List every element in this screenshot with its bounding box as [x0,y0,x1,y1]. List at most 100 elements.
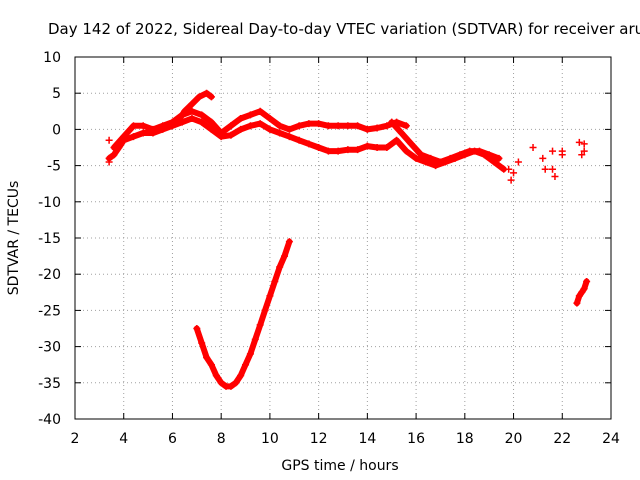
data-point-marker [266,125,274,133]
x-tick-label: 2 [71,431,80,447]
x-axis-label: GPS time / hours [281,458,398,474]
data-point-marker [334,147,342,155]
x-tick-label: 8 [217,431,226,447]
data-point-marker [188,100,196,108]
y-tick-label: -40 [38,412,61,428]
data-point-marker [549,147,557,155]
chart-title: Day 142 of 2022, Sidereal Day-to-day VTE… [48,20,640,38]
data-point-marker [285,133,293,141]
y-tick-label: -35 [38,376,61,392]
data-point-marker [217,133,225,141]
data-point-marker [203,353,211,361]
data-point-marker [120,136,128,144]
data-point-marker [580,147,588,155]
data-point-marker [285,125,293,133]
series-band [193,238,293,390]
axis-ticks: 2 4 6 8 10 12 14 16 18 20 22 24-40-35-30-25-20-15-1… [38,50,620,447]
data-point-marker [558,151,566,159]
data-point-marker [475,147,483,155]
y-tick-label: -5 [47,159,61,175]
data-point-marker [541,165,549,173]
series-scatter-sparse [105,136,588,184]
x-tick-label: 16 [407,431,425,447]
data-point-marker [232,379,240,387]
data-point-marker [575,292,583,300]
data-point-marker [583,277,591,285]
data-point-marker [485,151,493,159]
y-tick-label: 10 [43,50,61,66]
data-point-marker [551,172,559,180]
data-point-marker [578,288,586,296]
data-point-marker [514,158,522,166]
data-point-marker [266,115,274,123]
x-tick-label: 18 [456,431,474,447]
data-point-marker [276,129,284,137]
data-point-marker [271,277,279,285]
data-point-marker [305,140,313,148]
data-point-marker [507,176,515,184]
data-point-marker [580,140,588,148]
data-point-marker [402,122,410,130]
data-point-marker [266,292,274,300]
series-track-late [573,277,591,307]
y-tick-label: -25 [38,303,61,319]
y-axis-label: SDTVAR / TECUs [6,181,22,296]
data-point-marker [173,118,181,126]
data-point-marker [295,136,303,144]
data-point-marker [446,154,454,162]
data-point-marker [168,122,176,130]
y-tick-label: -30 [38,340,61,356]
data-point-marker [195,93,203,101]
data-point-marker [383,144,391,151]
data-point-marker [407,140,415,148]
data-point-marker [393,136,401,144]
data-point-marker [315,144,323,151]
series-track-declining [388,118,503,166]
data-point-marker [285,238,293,246]
data-point-marker [334,122,342,130]
data-point-marker [246,350,254,358]
data-point-marker [193,325,201,332]
data-point-marker [427,154,435,162]
y-tick-label: -15 [38,231,61,247]
x-tick-label: 6 [168,431,177,447]
data-point-marker [212,372,220,380]
series-track-valley [193,238,293,390]
x-tick-label: 12 [310,431,328,447]
data-point-marker [237,372,245,380]
data-point-marker [363,142,371,150]
x-tick-label: 20 [505,431,523,447]
data-point-marker [276,263,284,271]
data-point-marker [344,146,352,154]
y-tick-label: 5 [52,86,61,102]
data-point-marker [227,122,235,130]
data-point-marker [256,120,264,128]
data-point-marker [281,252,289,260]
data-point-marker [217,379,225,387]
data-point-marker [505,165,513,173]
data-point-marker [227,382,235,390]
x-tick-label: 4 [119,431,128,447]
data-point-marker [242,361,250,369]
data-point-marker [237,125,245,133]
data-point-marker [539,154,547,162]
data-point-marker [129,133,137,141]
data-point-marker [246,111,254,119]
data-point-marker [181,107,189,115]
data-point-marker [198,111,206,119]
data-point-marker [110,151,118,159]
data-point-marker [324,122,332,130]
data-point-marker [305,120,313,128]
data-point-marker [198,118,206,126]
y-tick-label: -20 [38,267,61,283]
data-point-marker [207,361,215,369]
data-point-marker [105,158,113,166]
data-point-marker [159,125,167,133]
y-tick-label: -10 [38,195,61,211]
data-point-marker [315,120,323,128]
data-point-marker [412,154,420,162]
data-point-marker [237,115,245,123]
data-point-marker [388,118,396,126]
